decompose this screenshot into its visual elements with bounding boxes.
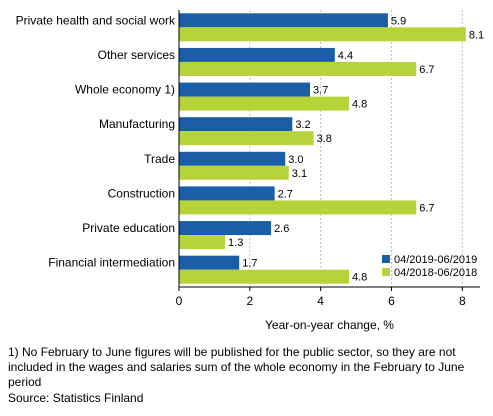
- x-tick-label: 6: [388, 294, 395, 308]
- x-axis-ticks: 0 2 4 6 8: [176, 287, 466, 308]
- bar-series-1: [179, 186, 275, 201]
- legend-swatch: [382, 268, 390, 276]
- legend-label: 04/2019-06/2019: [394, 254, 477, 266]
- bar-series-2: [179, 235, 226, 250]
- x-tick-label: 0: [176, 294, 183, 308]
- data-label: 6.7: [419, 64, 434, 76]
- bar-series-1: [179, 255, 240, 270]
- bar-series-1: [179, 47, 335, 62]
- bars: 5.9 8.1 4.4 6.7 3.7 4.8 3.2 3.8 3.0 3.1 2.7 6.7 2.6 1…: [179, 13, 484, 284]
- data-label: 4.8: [352, 272, 367, 284]
- x-tick-label: 2: [246, 294, 253, 308]
- category-label: Other services: [98, 48, 175, 62]
- category-label: Whole economy 1): [75, 83, 175, 97]
- x-axis-title: Year-on-year change, %: [265, 318, 394, 332]
- x-tick-label: 4: [317, 294, 324, 308]
- legend-label: 04/2018-06/2018: [394, 267, 477, 279]
- data-label: 1.3: [228, 237, 243, 249]
- data-label: 5.9: [391, 15, 406, 27]
- bar-series-2: [179, 165, 289, 180]
- data-label: 3.8: [317, 133, 332, 145]
- legend-swatch: [382, 255, 390, 263]
- bar-series-2: [179, 61, 417, 76]
- data-label: 2.6: [274, 223, 289, 235]
- bar-series-1: [179, 221, 272, 236]
- source-note: Source: Statistics Finland: [8, 391, 144, 405]
- category-labels: Private health and social work Other serv…: [16, 13, 176, 269]
- category-label: Financial intermediation: [48, 256, 175, 270]
- data-label: 2.7: [278, 188, 293, 200]
- bar-series-1: [179, 151, 286, 166]
- data-label: 3.7: [313, 85, 328, 97]
- bar-chart: 5.9 8.1 4.4 6.7 3.7 4.8 3.2 3.8 3.0 3.1 2.7 6.7 2.6 1…: [16, 10, 484, 332]
- bar-series-2: [179, 131, 314, 146]
- data-label: 6.7: [419, 202, 434, 214]
- bar-series-1: [179, 13, 388, 28]
- category-label: Private health and social work: [16, 13, 176, 27]
- bar-series-1: [179, 82, 311, 97]
- bar-series-2: [179, 27, 466, 42]
- category-label: Manufacturing: [99, 117, 175, 131]
- data-label: 3.0: [288, 154, 303, 166]
- category-label: Trade: [144, 152, 175, 166]
- data-label: 4.4: [338, 50, 353, 62]
- bar-series-2: [179, 96, 349, 111]
- bar-series-2: [179, 200, 417, 215]
- category-label: Private education: [82, 221, 175, 235]
- data-label: 4.8: [352, 99, 367, 111]
- data-label: 3.2: [295, 119, 310, 131]
- data-label: 3.1: [292, 168, 307, 180]
- bar-series-1: [179, 117, 293, 132]
- category-label: Construction: [108, 186, 175, 200]
- footnote: 1) No February to June figures will be p…: [8, 345, 465, 389]
- bar-series-2: [179, 269, 349, 284]
- x-tick-label: 8: [459, 294, 466, 308]
- data-label: 1.7: [242, 258, 257, 270]
- data-label: 8.1: [469, 29, 484, 41]
